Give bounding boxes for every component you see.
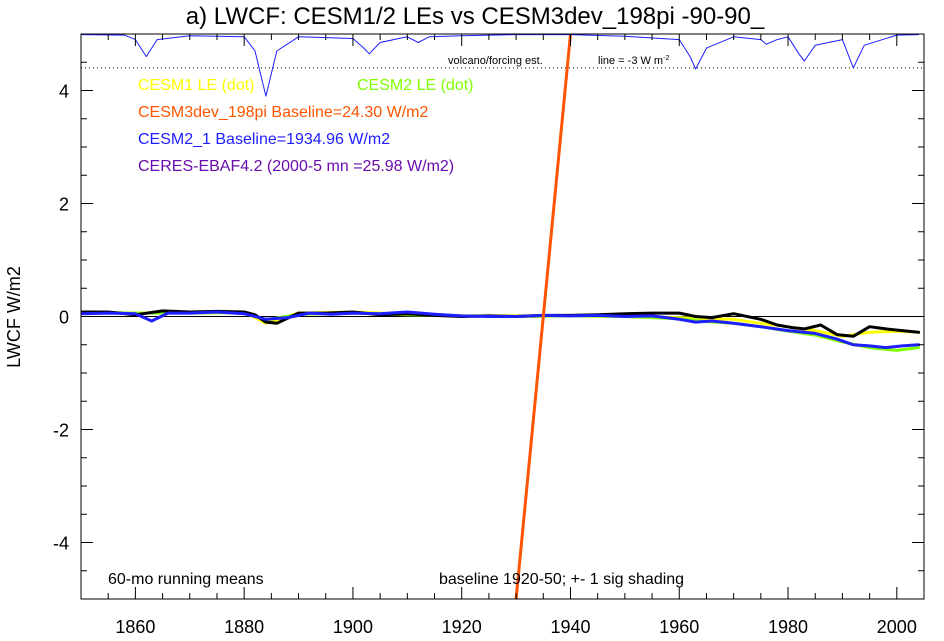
x-tick-label: 2000 <box>877 617 917 637</box>
y-tick-label: 4 <box>59 82 69 102</box>
line-annotation: line = -3 W m-2 <box>598 55 669 67</box>
running-means-note: 60-mo running means <box>108 571 264 588</box>
y-axis-label: LWCF W/m2 <box>4 266 24 368</box>
line-annotation-superscript: -2 <box>663 55 669 62</box>
axis-ticks <box>80 34 925 599</box>
y-tick-label: -2 <box>53 421 69 441</box>
line-annotation-text: line = -3 W m <box>598 55 663 67</box>
series-line-cesm3dev-baseline <box>514 34 572 599</box>
x-tick-label: 1980 <box>768 617 808 637</box>
legend-entry-cesm2-le: CESM2 LE (dot) <box>357 77 473 94</box>
x-tick-label: 1960 <box>659 617 699 637</box>
legend-entry-cesm3dev-baseline: CESM3dev_198pi Baseline=24.30 W/m2 <box>138 104 428 121</box>
plot-area <box>81 34 924 599</box>
chart-title: a) LWCF: CESM1/2 LEs vs CESM3dev_198pi -… <box>186 3 765 30</box>
x-tick-label: 1920 <box>442 617 482 637</box>
legend-entry-cesm2-1-baseline: CESM2_1 Baseline=1934.96 W/m2 <box>138 131 390 148</box>
y-tick-label: 2 <box>59 195 69 215</box>
y-tick-label: -4 <box>53 534 69 554</box>
legend: CESM1 LE (dot) CESM2 LE (dot) CESM3dev_1… <box>138 77 473 175</box>
x-tick-label: 1880 <box>224 617 264 637</box>
tick-labels: 1860 1880 1900 1920 1940 1960 1980 2000 -4 -2 0 2 4 <box>53 82 917 638</box>
legend-entry-cesm1-le: CESM1 LE (dot) <box>138 77 254 94</box>
legend-entry-ceres-ebaf: CERES-EBAF4.2 (2000-5 mn =25.98 W/m2) <box>138 158 454 175</box>
series-line-cesm2-1 <box>81 310 921 350</box>
x-tick-label: 1900 <box>333 617 373 637</box>
baseline-note: baseline 1920-50; +- 1 sig shading <box>439 571 684 588</box>
x-tick-label: 1940 <box>550 617 590 637</box>
x-tick-label: 1860 <box>115 617 155 637</box>
volcano-annotation: volcano/forcing est. <box>448 55 543 67</box>
y-tick-label: 0 <box>59 308 69 328</box>
